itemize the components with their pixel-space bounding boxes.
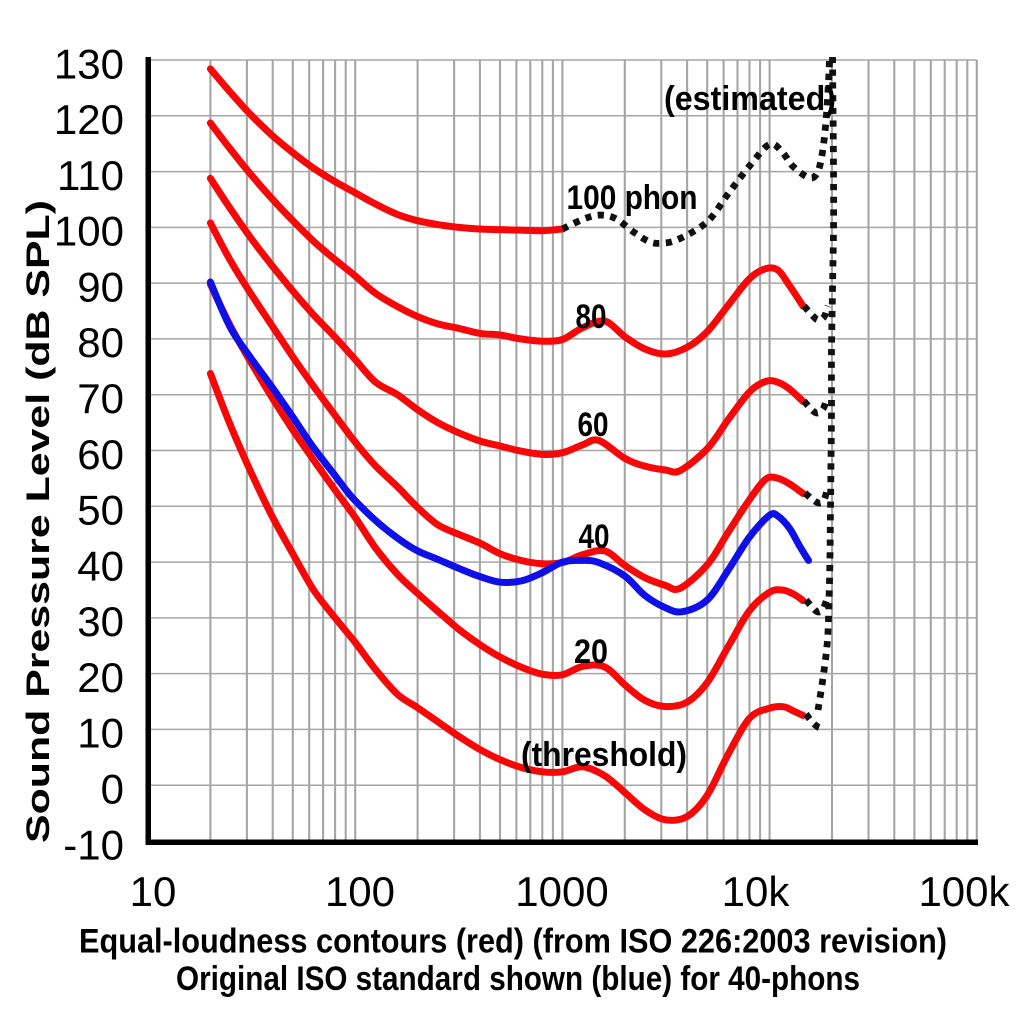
svg-text:0: 0 <box>101 766 124 813</box>
svg-text:60: 60 <box>77 431 124 478</box>
svg-text:10: 10 <box>130 868 177 915</box>
svg-text:10: 10 <box>77 710 124 757</box>
svg-text:60: 60 <box>578 406 609 444</box>
svg-text:70: 70 <box>77 375 124 422</box>
svg-text:Original ISO standard shown (b: Original ISO standard shown (blue) for 4… <box>176 960 860 998</box>
svg-text:20: 20 <box>574 633 608 671</box>
svg-text:80: 80 <box>77 319 124 366</box>
svg-text:100: 100 <box>325 868 395 915</box>
svg-text:-10: -10 <box>63 821 124 868</box>
svg-text:Sound Pressure Level (dB SPL): Sound Pressure Level (dB SPL) <box>20 200 56 843</box>
svg-text:80: 80 <box>576 298 607 336</box>
svg-text:20: 20 <box>77 654 124 701</box>
svg-text:1000: 1000 <box>515 868 608 915</box>
svg-text:120: 120 <box>54 96 124 143</box>
svg-text:30: 30 <box>77 598 124 645</box>
svg-text:130: 130 <box>54 40 124 87</box>
svg-text:110: 110 <box>57 152 124 199</box>
svg-text:100k: 100k <box>918 868 1010 915</box>
svg-text:40: 40 <box>77 542 124 589</box>
svg-text:(threshold): (threshold) <box>521 736 687 774</box>
svg-text:50: 50 <box>77 487 124 534</box>
svg-text:40: 40 <box>579 518 610 556</box>
svg-text:100 phon: 100 phon <box>567 179 698 217</box>
svg-text:10k: 10k <box>722 868 791 915</box>
svg-text:90: 90 <box>77 263 124 310</box>
svg-text:100: 100 <box>54 208 124 255</box>
svg-text:(estimated): (estimated) <box>664 80 836 118</box>
svg-text:Equal-loudness contours (red): Equal-loudness contours (red) (from ISO … <box>79 923 947 961</box>
